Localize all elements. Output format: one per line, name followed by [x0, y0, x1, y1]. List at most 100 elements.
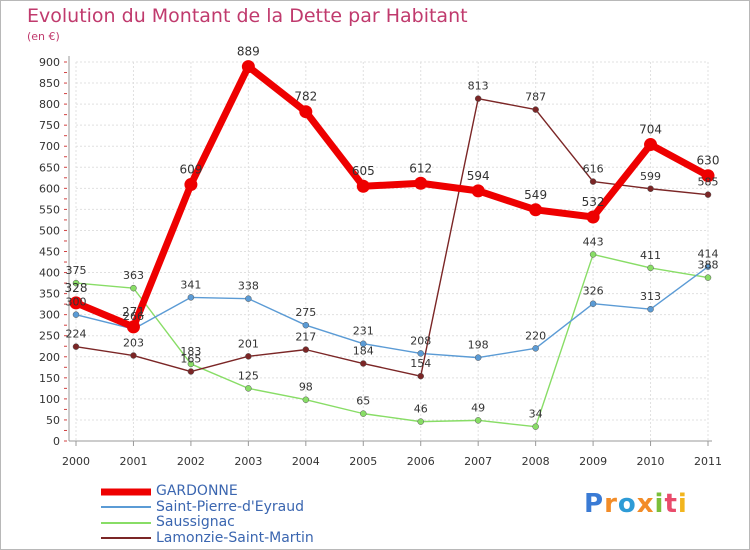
data-label-saussignac: 375	[66, 264, 87, 277]
data-label-lamonzie-saint-martin: 599	[640, 170, 661, 183]
x-tick-label: 2004	[292, 455, 320, 468]
data-label-saussignac: 98	[299, 381, 313, 394]
data-point-lamonzie-saint-martin	[647, 185, 654, 193]
data-point-saint-pierre-d-eyraud	[704, 263, 712, 270]
data-point-gardonne	[356, 179, 370, 193]
grid-layer	[75, 61, 709, 442]
y-tick-label: 450	[39, 246, 60, 259]
data-label-saussignac: 411	[640, 249, 661, 262]
data-label-gardonne: 889	[237, 45, 260, 59]
data-label-saussignac: 183	[180, 345, 201, 358]
data-label-lamonzie-saint-martin: 616	[583, 163, 604, 176]
x-tick-label: 2003	[234, 455, 262, 468]
axis-layer: 0 50 100 150 200 250 300 350 400 450 500 550 600 650 7…	[39, 56, 722, 468]
y-tick-label: 250	[39, 330, 60, 343]
data-point-saussignac	[474, 417, 482, 424]
logo-letter: i	[654, 489, 665, 519]
data-point-gardonne	[241, 60, 255, 74]
data-point-saussignac	[130, 284, 137, 292]
data-point-saussignac	[72, 279, 80, 287]
legend-swatch	[101, 506, 151, 509]
data-point-gardonne	[471, 184, 485, 198]
y-tick-label: 200	[39, 351, 60, 364]
legend-label: Lamonzie-Saint-Martin	[156, 529, 314, 546]
y-tick-label: 0	[53, 435, 60, 448]
data-point-lamonzie-saint-martin	[245, 353, 252, 360]
legend-label: Saussignac	[156, 514, 235, 530]
data-label-gardonne: 612	[409, 161, 432, 175]
x-tick-label: 2006	[407, 455, 435, 468]
data-label-saussignac: 46	[414, 403, 428, 416]
logo-letter: x	[636, 489, 655, 519]
data-point-saint-pierre-d-eyraud	[417, 350, 424, 357]
data-label-gardonne: 609	[179, 163, 202, 177]
data-point-saint-pierre-d-eyraud	[302, 321, 310, 329]
data-point-lamonzie-saint-martin	[302, 346, 310, 353]
y-tick-label: 50	[46, 414, 60, 427]
data-label-saint-pierre-d-eyraud: 338	[238, 280, 259, 293]
x-tick-label: 2000	[62, 455, 90, 468]
logo-letter: P	[584, 489, 605, 519]
y-tick-label: 300	[39, 309, 60, 322]
y-tick-label: 500	[39, 224, 60, 237]
series-line-lamonzie-saint-martin	[75, 97, 709, 377]
legend-swatch	[101, 488, 151, 496]
data-label-gardonne: 328	[65, 281, 88, 295]
data-point-lamonzie-saint-martin	[130, 352, 137, 359]
series-line-gardonne	[72, 63, 712, 331]
series-layer	[69, 60, 715, 430]
data-label-saint-pierre-d-eyraud: 220	[525, 329, 546, 342]
data-point-gardonne	[529, 203, 543, 217]
y-tick-label: 750	[39, 119, 60, 132]
data-point-saint-pierre-d-eyraud	[72, 311, 80, 318]
data-label-lamonzie-saint-martin: 217	[295, 331, 316, 344]
data-point-saint-pierre-d-eyraud	[589, 300, 597, 307]
data-label-gardonne: 782	[294, 90, 317, 104]
proxiti-logo: Proxiti	[584, 489, 688, 519]
y-tick-label: 850	[39, 77, 60, 90]
data-point-saussignac	[589, 251, 597, 258]
data-point-saussignac	[360, 410, 367, 417]
data-point-gardonne	[644, 138, 658, 152]
legend-label: GARDONNE	[156, 483, 238, 499]
logo-letter: r	[604, 489, 618, 519]
data-label-saussignac: 363	[123, 269, 144, 282]
data-point-saussignac	[245, 385, 252, 392]
series-line-saint-pierre-d-eyraud	[75, 265, 709, 359]
x-tick-label: 2008	[522, 455, 550, 468]
legend-label: Saint-Pierre-d'Eyraud	[156, 498, 304, 515]
data-point-gardonne	[586, 210, 600, 224]
data-point-lamonzie-saint-martin	[589, 178, 597, 185]
y-tick-label: 100	[39, 393, 60, 406]
logo-letter: i	[677, 489, 688, 519]
legend-swatch	[101, 521, 151, 524]
data-point-lamonzie-saint-martin	[187, 368, 195, 375]
data-point-saint-pierre-d-eyraud	[360, 340, 367, 347]
data-label-saint-pierre-d-eyraud: 231	[353, 325, 374, 338]
chart-title: Evolution du Montant de la Dette par Hab…	[27, 5, 468, 27]
data-point-saussignac	[302, 396, 310, 403]
data-label-lamonzie-saint-martin: 154	[410, 357, 431, 370]
y-tick-label: 650	[39, 161, 60, 174]
data-label-lamonzie-saint-martin: 787	[525, 91, 546, 104]
data-point-lamonzie-saint-martin	[532, 106, 539, 113]
data-label-saint-pierre-d-eyraud: 266	[123, 310, 144, 323]
logo-letter: t	[664, 489, 678, 519]
data-point-saussignac	[417, 418, 424, 425]
data-label-saint-pierre-d-eyraud: 275	[295, 306, 316, 319]
data-label-gardonne: 271	[122, 305, 145, 319]
data-label-gardonne: 704	[639, 123, 662, 137]
x-tick-label: 2005	[349, 455, 377, 468]
data-label-lamonzie-saint-martin: 813	[468, 80, 489, 93]
data-label-saint-pierre-d-eyraud: 326	[583, 285, 604, 298]
y-tick-label: 600	[39, 182, 60, 195]
data-label-lamonzie-saint-martin: 165	[180, 353, 201, 366]
data-label-saussignac: 443	[583, 235, 604, 248]
data-label-lamonzie-saint-martin: 224	[66, 328, 87, 341]
data-point-saussignac	[532, 423, 539, 430]
data-point-lamonzie-saint-martin	[360, 360, 367, 367]
data-label-saussignac: 125	[238, 369, 259, 382]
data-label-saint-pierre-d-eyraud: 300	[66, 296, 87, 309]
